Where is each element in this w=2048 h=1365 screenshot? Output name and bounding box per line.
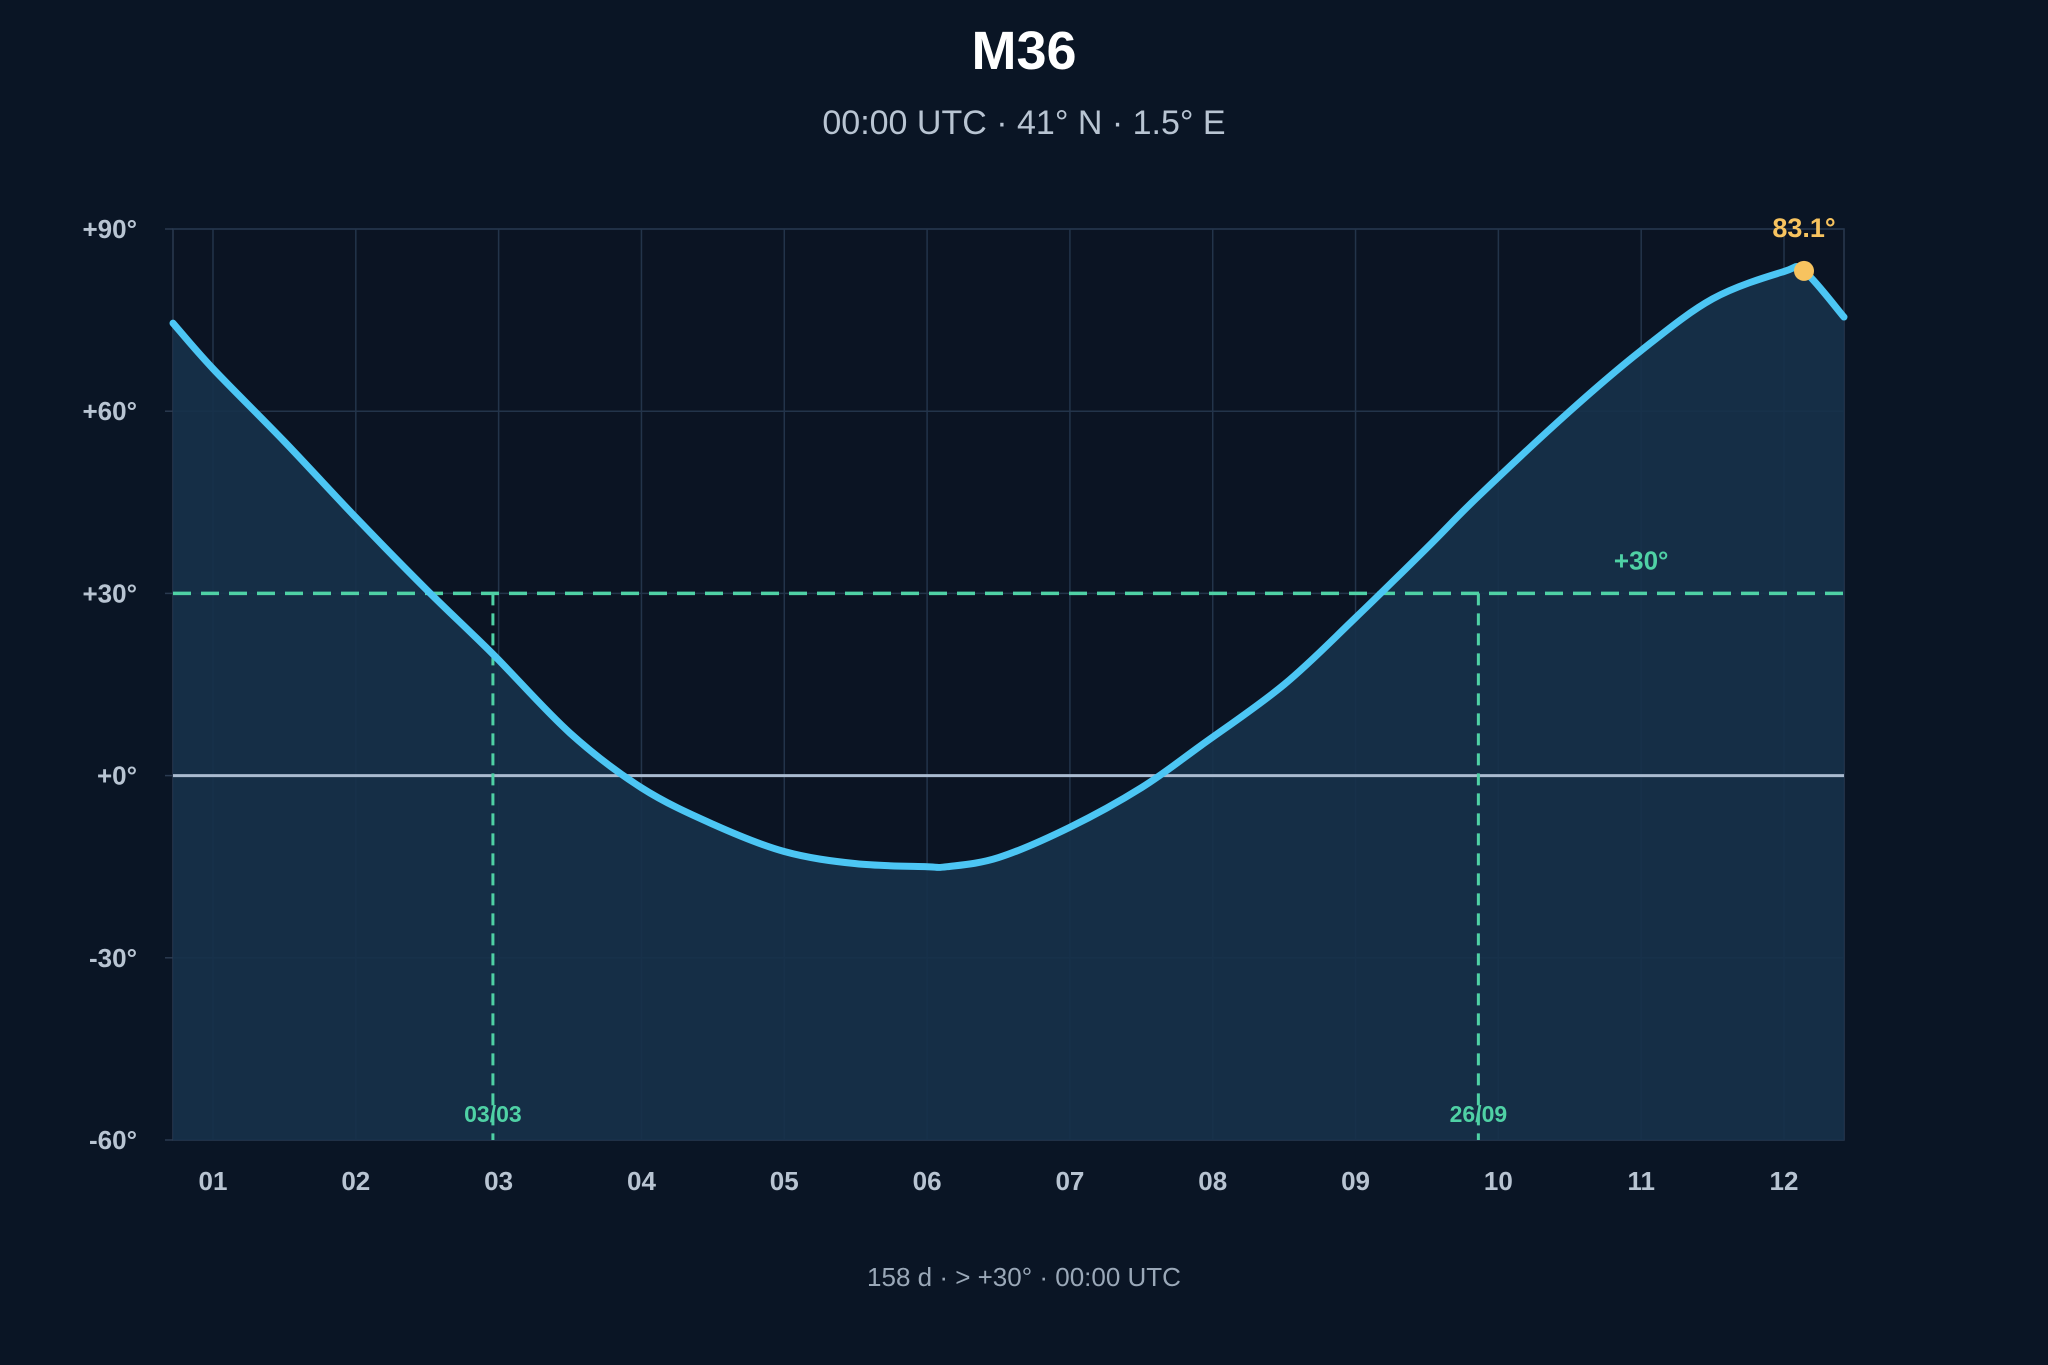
x-tick-label: 07 <box>1055 1166 1084 1196</box>
x-tick-label: 08 <box>1198 1166 1227 1196</box>
x-tick-label: 05 <box>770 1166 799 1196</box>
y-axis-ticks: -60° -30° +0° +30° +60° +90° <box>82 214 173 1155</box>
y-tick-label: +90° <box>82 214 137 244</box>
x-tick-label: 11 <box>1627 1166 1655 1196</box>
x-tick-label: 02 <box>341 1166 370 1196</box>
y-tick-label: +30° <box>82 578 137 608</box>
peak-label: 83.1° <box>1772 213 1835 243</box>
crossing-lines <box>491 593 1480 1140</box>
peak-marker <box>1794 260 1815 281</box>
chart-footer: 158 d · > +30° · 00:00 UTC <box>867 1262 1181 1292</box>
x-tick-label: 04 <box>627 1166 656 1196</box>
x-tick-label: 12 <box>1770 1166 1799 1196</box>
x-tick-label: 06 <box>913 1166 942 1196</box>
crossing-label: 26/09 <box>1450 1101 1508 1127</box>
crossing-label: 03/03 <box>464 1101 522 1127</box>
y-tick-label: -60° <box>89 1125 137 1155</box>
x-tick-label: 01 <box>199 1166 228 1196</box>
x-tick-label: 03 <box>484 1166 513 1196</box>
x-tick-label: 10 <box>1484 1166 1513 1196</box>
chart-title: M36 <box>971 21 1077 81</box>
chart-subtitle: 00:00 UTC · 41° N · 1.5° E <box>822 104 1226 142</box>
threshold-label: +30° <box>1614 545 1669 575</box>
y-tick-label: -30° <box>89 943 137 973</box>
altitude-curve <box>169 263 1848 872</box>
y-tick-label: +60° <box>82 396 137 426</box>
x-axis-ticks: 01 02 03 04 05 06 07 08 09 10 11 12 <box>199 1166 1799 1196</box>
x-tick-label: 09 <box>1341 1166 1370 1196</box>
y-tick-label: +0° <box>97 761 137 791</box>
altitude-area-fill <box>173 266 1844 1140</box>
crossing-labels: 03/03 26/09 <box>464 1101 1507 1127</box>
